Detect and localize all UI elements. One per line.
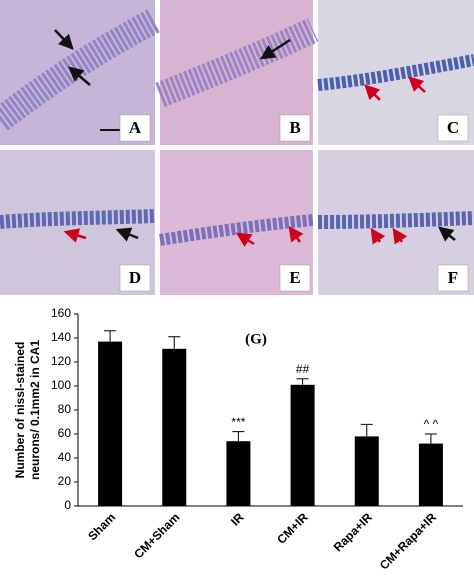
y-tick-label: 160 <box>51 306 71 320</box>
significance-label: ## <box>296 362 310 376</box>
arrow <box>370 227 386 245</box>
y-tick-label: 60 <box>58 426 72 440</box>
arrow <box>288 225 304 243</box>
cell-layer <box>155 18 319 108</box>
panel-label-box <box>119 114 151 142</box>
significance-label: ^ ^ <box>424 417 439 431</box>
panel-label: F <box>448 268 458 287</box>
panel-label: D <box>129 268 141 287</box>
arrow <box>259 38 291 60</box>
y-tick-label: 40 <box>58 450 72 464</box>
y-axis-label: Number of nissl-stainedneurons/ 0.1mm2 i… <box>13 340 42 480</box>
x-tick-label: CM+IR <box>274 510 311 547</box>
arrow <box>392 227 408 245</box>
bar <box>162 348 187 506</box>
y-axis-label-line: Number of nissl-stained <box>13 342 27 479</box>
error-bar <box>296 378 309 385</box>
arrow <box>364 84 381 101</box>
y-axis-label-line: neurons/ 0.1mm2 in CA1 <box>28 340 42 480</box>
chart-title: (G) <box>245 331 267 347</box>
x-tick-label: IR <box>228 510 247 529</box>
micrographs <box>0 0 474 295</box>
panel-label-box <box>279 114 311 142</box>
y-tick-label: 20 <box>58 474 72 488</box>
cell-layer <box>317 54 474 91</box>
bar-chart: (G) 0 20 40 60 80 100 120 140 160 Number of nissl… <box>13 306 463 572</box>
panel-label: B <box>289 118 300 137</box>
y-tick-label: 80 <box>58 402 72 416</box>
bar <box>354 436 379 506</box>
panel-label-box <box>437 114 469 142</box>
panel-label-box <box>437 264 469 292</box>
x-tick-label: Rapa+IR <box>331 510 375 554</box>
panel-label: A <box>129 118 142 137</box>
panel-label: C <box>447 118 459 137</box>
error-bar <box>424 433 437 444</box>
y-tick-label: 140 <box>51 330 71 344</box>
arrow <box>54 29 74 50</box>
y-tick-label: 120 <box>51 354 71 368</box>
significance-label: *** <box>231 415 245 429</box>
x-tick-label: Sham <box>85 510 118 543</box>
arrow <box>115 227 139 242</box>
error-bar <box>360 423 373 437</box>
arrow <box>68 66 91 86</box>
error-bar <box>168 336 181 349</box>
cell-layer <box>0 8 162 131</box>
bar <box>418 443 443 506</box>
panel-label-box <box>279 264 311 292</box>
arrow <box>235 232 255 247</box>
panel-label-box <box>119 264 151 292</box>
arrow <box>438 226 456 242</box>
cell-layer <box>0 209 156 229</box>
arrow <box>408 76 426 93</box>
x-tick-label: CM+Rapa+IR <box>377 510 439 572</box>
arrow <box>63 228 87 243</box>
bar <box>98 341 123 506</box>
bar <box>290 384 315 506</box>
y-tick-label: 0 <box>64 498 71 512</box>
y-tick-label: 100 <box>51 378 71 392</box>
error-bar <box>232 431 245 442</box>
bar <box>226 441 251 506</box>
error-bar <box>104 330 117 342</box>
panel-label: E <box>289 268 300 287</box>
x-tick-label: CM+Sham <box>131 510 182 561</box>
